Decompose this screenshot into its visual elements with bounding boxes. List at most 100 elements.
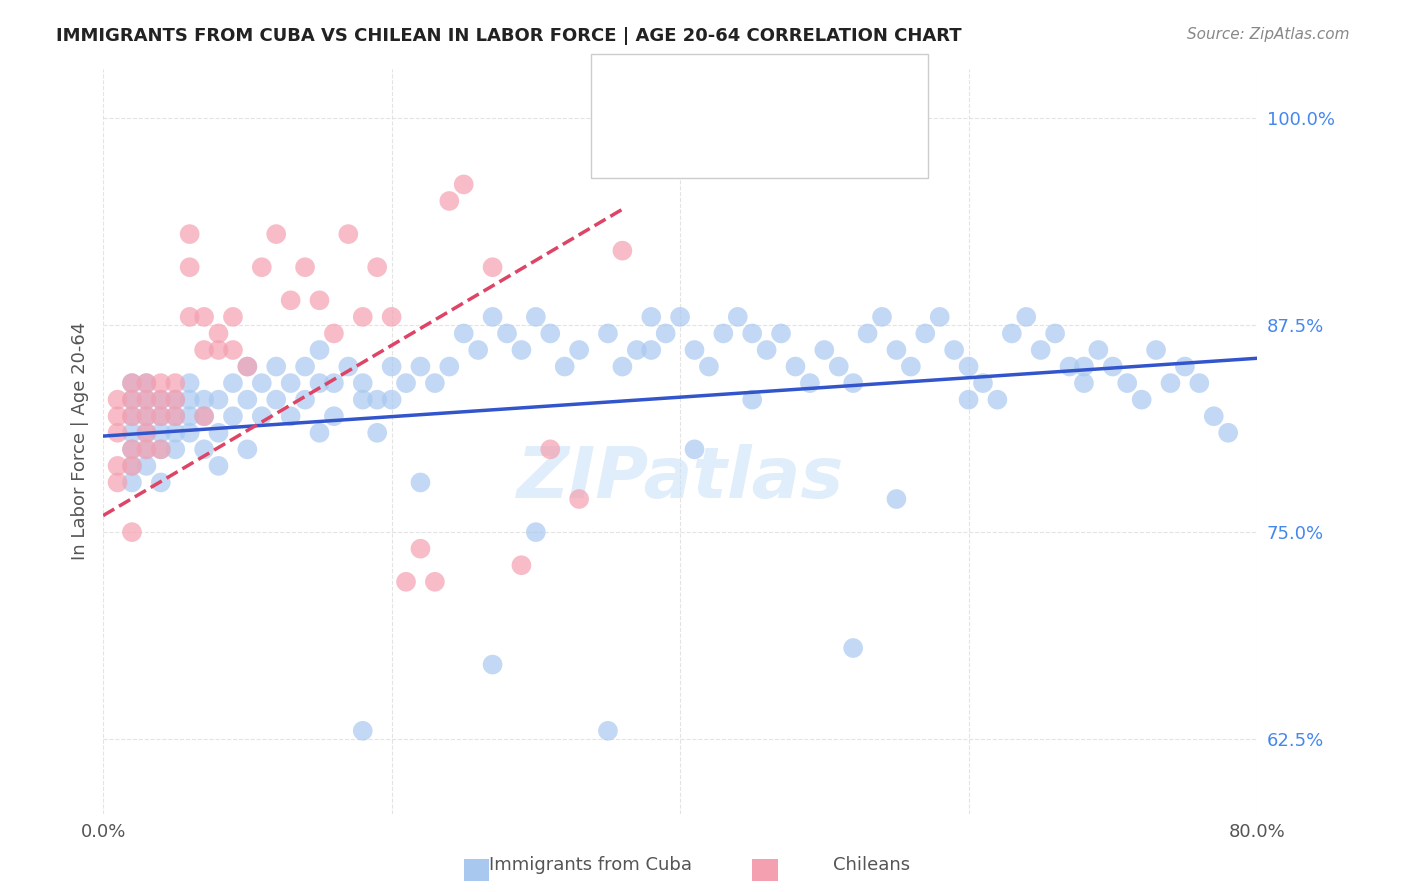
Point bbox=[1029, 343, 1052, 357]
Point bbox=[121, 442, 143, 457]
Point bbox=[236, 359, 259, 374]
Point bbox=[337, 359, 360, 374]
Point bbox=[596, 723, 619, 738]
Point bbox=[222, 343, 245, 357]
Text: ZIPatlas: ZIPatlas bbox=[516, 444, 844, 513]
Point bbox=[453, 178, 475, 192]
Point bbox=[149, 392, 172, 407]
Point bbox=[568, 491, 591, 506]
Point bbox=[1073, 376, 1095, 390]
Y-axis label: In Labor Force | Age 20-64: In Labor Force | Age 20-64 bbox=[72, 322, 89, 560]
Point bbox=[222, 376, 245, 390]
Point bbox=[596, 326, 619, 341]
Point bbox=[640, 343, 662, 357]
Point bbox=[121, 458, 143, 473]
Point bbox=[409, 541, 432, 556]
Point bbox=[1059, 359, 1081, 374]
Point bbox=[1130, 392, 1153, 407]
Point bbox=[250, 409, 273, 424]
Point bbox=[121, 409, 143, 424]
Point bbox=[770, 326, 793, 341]
Point bbox=[870, 310, 893, 324]
Point bbox=[149, 409, 172, 424]
Point bbox=[135, 425, 157, 440]
Point bbox=[785, 359, 807, 374]
Point bbox=[222, 310, 245, 324]
Point bbox=[135, 376, 157, 390]
Point bbox=[1188, 376, 1211, 390]
Point bbox=[322, 326, 344, 341]
Point bbox=[149, 442, 172, 457]
Point bbox=[900, 359, 922, 374]
Point bbox=[366, 392, 388, 407]
Point bbox=[165, 376, 187, 390]
Point bbox=[439, 359, 461, 374]
Point bbox=[568, 343, 591, 357]
Point bbox=[366, 425, 388, 440]
Point bbox=[165, 409, 187, 424]
Point bbox=[179, 310, 201, 324]
Point bbox=[538, 442, 561, 457]
Point bbox=[121, 458, 143, 473]
Point bbox=[1001, 326, 1024, 341]
Point bbox=[886, 343, 908, 357]
Point bbox=[121, 475, 143, 490]
Point bbox=[755, 343, 778, 357]
Point bbox=[395, 376, 418, 390]
Point bbox=[669, 310, 692, 324]
Point bbox=[654, 326, 676, 341]
Point bbox=[121, 442, 143, 457]
Point bbox=[179, 376, 201, 390]
Point bbox=[280, 293, 302, 308]
Point bbox=[381, 310, 404, 324]
Point bbox=[294, 392, 316, 407]
Point bbox=[1159, 376, 1181, 390]
Point bbox=[1144, 343, 1167, 357]
Point bbox=[496, 326, 519, 341]
Point bbox=[510, 558, 533, 573]
Point bbox=[308, 425, 330, 440]
Point bbox=[409, 475, 432, 490]
Point bbox=[1116, 376, 1139, 390]
Point bbox=[322, 409, 344, 424]
Point bbox=[612, 359, 634, 374]
Point bbox=[135, 442, 157, 457]
Point bbox=[856, 326, 879, 341]
Point bbox=[828, 359, 851, 374]
Point bbox=[467, 343, 489, 357]
Point bbox=[193, 409, 215, 424]
Point bbox=[193, 310, 215, 324]
Point bbox=[510, 343, 533, 357]
Point bbox=[179, 227, 201, 241]
Point bbox=[972, 376, 994, 390]
Point bbox=[986, 392, 1008, 407]
Point bbox=[165, 442, 187, 457]
Point bbox=[381, 392, 404, 407]
Point bbox=[179, 392, 201, 407]
Point bbox=[1015, 310, 1038, 324]
Text: Immigrants from Cuba: Immigrants from Cuba bbox=[489, 856, 692, 874]
Point bbox=[264, 392, 287, 407]
Point bbox=[1043, 326, 1066, 341]
Point bbox=[121, 425, 143, 440]
Point bbox=[280, 376, 302, 390]
Point bbox=[481, 657, 503, 672]
Point bbox=[107, 458, 129, 473]
Point bbox=[957, 359, 980, 374]
Text: R = 0.390   N =  55: R = 0.390 N = 55 bbox=[654, 131, 845, 150]
Point bbox=[727, 310, 749, 324]
Point bbox=[294, 359, 316, 374]
Point bbox=[524, 310, 547, 324]
Point bbox=[683, 343, 706, 357]
Point bbox=[121, 392, 143, 407]
Point bbox=[135, 392, 157, 407]
Point bbox=[165, 392, 187, 407]
Point bbox=[352, 723, 374, 738]
Point bbox=[264, 227, 287, 241]
Point bbox=[842, 376, 865, 390]
Point bbox=[264, 359, 287, 374]
Point bbox=[538, 326, 561, 341]
Point bbox=[207, 425, 229, 440]
Point bbox=[697, 359, 720, 374]
Point bbox=[165, 425, 187, 440]
